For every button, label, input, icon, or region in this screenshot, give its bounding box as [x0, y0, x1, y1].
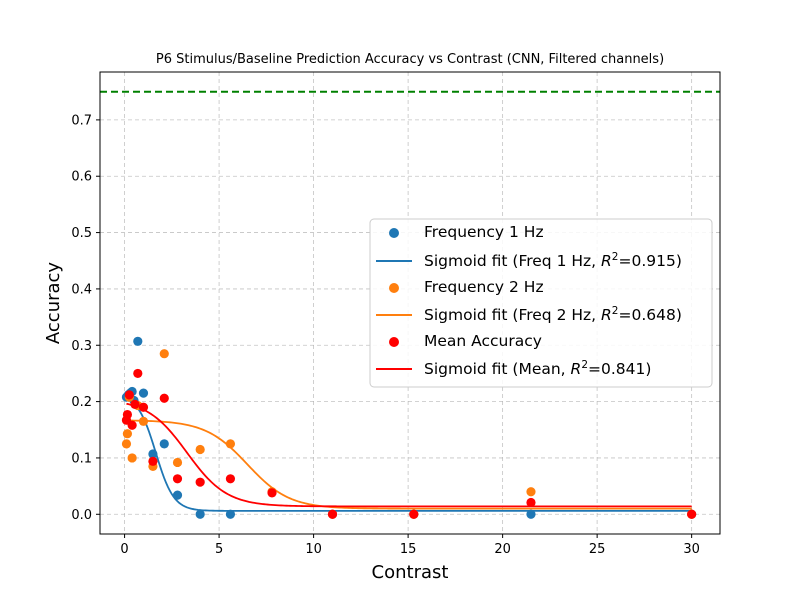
data-point — [225, 474, 236, 484]
data-point — [267, 488, 277, 498]
data-point — [122, 429, 133, 439]
chart-title: P6 Stimulus/Baseline Prediction Accuracy… — [156, 52, 664, 67]
data-point — [195, 444, 205, 455]
x-tick-label: 25 — [589, 542, 606, 557]
data-point — [124, 390, 134, 400]
data-point — [172, 457, 183, 468]
y-tick-label: 0.6 — [71, 170, 92, 185]
data-point — [225, 509, 236, 519]
data-point — [159, 349, 169, 359]
legend-label-fit-mean: Sigmoid fit (Mean, R2=0.841) — [424, 359, 651, 378]
y-tick-label: 0.2 — [71, 395, 92, 410]
x-axis-title: Contrast — [372, 562, 449, 583]
legend-entry-freq1: Frequency 1 Hz — [389, 223, 544, 241]
legend-label-fit-freq2-r2: 0.648 — [631, 306, 675, 324]
data-point — [409, 509, 419, 519]
data-point — [121, 439, 132, 449]
data-point — [138, 388, 149, 398]
x-tick-label: 15 — [400, 542, 417, 557]
legend-box — [369, 218, 713, 388]
legend-marker-freq2 — [389, 283, 399, 293]
data-point — [687, 509, 697, 519]
data-point — [159, 439, 169, 449]
y-tick-label: 0.5 — [71, 226, 92, 241]
legend: Frequency 1 Hz Sigmoid fit (Freq 1 Hz, R… — [369, 218, 713, 388]
legend-label-fit-freq1: Sigmoid fit (Freq 1 Hz, R2=0.915) — [424, 251, 682, 270]
plot-frame — [99, 71, 721, 535]
x-tick-label: 5 — [215, 542, 223, 557]
x-tick-label: 0 — [120, 542, 128, 557]
legend-label-fit-freq2-prefix: Sigmoid fit (Freq 2 Hz, — [424, 306, 601, 324]
legend-label-fit-freq1-prefix: Sigmoid fit (Freq 1 Hz, — [424, 252, 601, 270]
legend-marker-mean — [389, 337, 399, 347]
data-point — [138, 402, 149, 412]
data-point — [127, 453, 137, 463]
legend-label-fit-mean-r2: 0.841 — [601, 360, 645, 378]
legend-label-fit-freq1-r2: 0.915 — [631, 252, 675, 270]
data-point — [526, 497, 536, 508]
legend-label-fit-freq2: Sigmoid fit (Freq 2 Hz, R2=0.648) — [424, 305, 682, 324]
data-point — [130, 399, 140, 410]
data-point — [526, 487, 536, 497]
data-point — [526, 509, 536, 519]
fit-curve — [126, 402, 692, 508]
axis-ticks: 0 5 10 15 20 25 30 0.0 0.1 0.2 0.3 0.4 0.5 0.6 0.7 — [71, 113, 700, 557]
legend-entry-mean: Mean Accuracy — [389, 332, 542, 350]
y-tick-label: 0.7 — [71, 113, 92, 128]
data-point — [122, 409, 133, 420]
data-point — [172, 474, 183, 484]
data-point — [148, 449, 158, 459]
fit-curves — [126, 397, 692, 512]
legend-label-freq1: Frequency 1 Hz — [424, 223, 544, 241]
data-point — [225, 439, 236, 449]
legend-entry-fit-freq2: Sigmoid fit (Freq 2 Hz, R2=0.648) — [376, 305, 682, 324]
legend-entry-freq2: Frequency 2 Hz — [389, 278, 544, 296]
legend-marker-freq1 — [389, 228, 399, 238]
data-point — [133, 368, 143, 379]
data-point — [195, 509, 205, 519]
data-point — [172, 490, 183, 500]
data-point — [159, 393, 169, 403]
legend-label-freq2: Frequency 2 Hz — [424, 278, 544, 296]
fit-curve — [126, 419, 692, 510]
y-tick-label: 0.3 — [71, 339, 92, 354]
data-points — [121, 336, 697, 519]
y-tick-label: 0.0 — [71, 508, 92, 523]
data-point — [148, 456, 158, 466]
data-point — [138, 416, 149, 426]
legend-label-mean: Mean Accuracy — [424, 332, 542, 350]
legend-entry-fit-mean: Sigmoid fit (Mean, R2=0.841) — [376, 359, 651, 378]
x-tick-label: 30 — [683, 542, 700, 557]
data-point — [133, 336, 143, 346]
legend-label-fit-mean-prefix: Sigmoid fit (Mean, — [424, 360, 571, 378]
data-point — [195, 477, 205, 487]
data-point — [327, 509, 338, 519]
data-point — [127, 420, 137, 430]
y-tick-label: 0.4 — [71, 282, 92, 297]
y-tick-label: 0.1 — [71, 451, 92, 466]
x-tick-label: 20 — [494, 542, 511, 557]
x-tick-label: 10 — [305, 542, 322, 557]
y-axis-title: Accuracy — [43, 262, 64, 345]
legend-entry-fit-freq1: Sigmoid fit (Freq 1 Hz, R2=0.915) — [376, 251, 682, 270]
fit-curve — [126, 397, 692, 512]
